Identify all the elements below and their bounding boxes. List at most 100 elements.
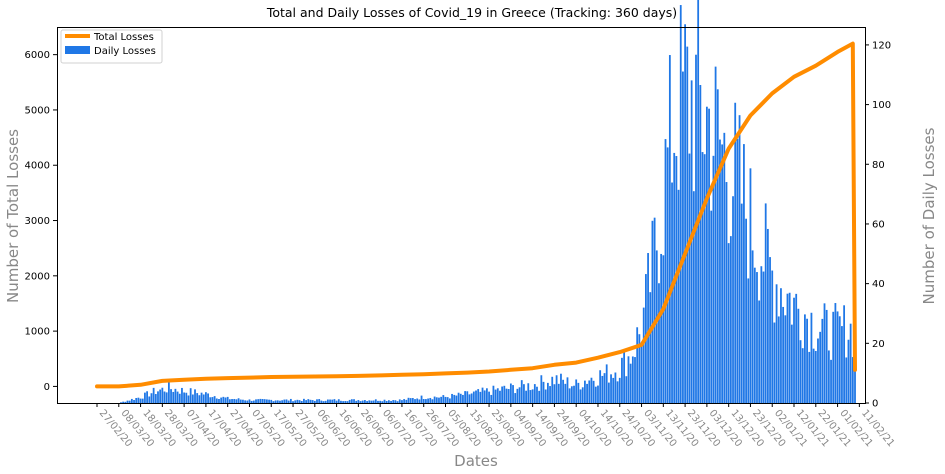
daily-bar (148, 396, 151, 403)
daily-bar (808, 351, 811, 403)
daily-bar (331, 399, 334, 403)
daily-bar (340, 400, 342, 403)
right-y-tick-label: 20 (872, 339, 885, 350)
daily-bar (653, 217, 656, 403)
daily-bar (668, 55, 671, 403)
daily-bar (276, 400, 279, 403)
daily-bar (477, 389, 480, 403)
daily-bar (318, 399, 321, 403)
daily-bar (806, 318, 808, 403)
daily-bar (514, 393, 517, 403)
daily-bar (764, 203, 767, 403)
daily-bar (777, 316, 780, 403)
daily-bar (760, 266, 763, 403)
daily-bar (154, 394, 157, 403)
daily-bar (390, 400, 392, 403)
daily-bar (588, 380, 591, 403)
daily-bar (584, 380, 586, 403)
daily-bar (370, 400, 373, 403)
daily-bar (819, 331, 822, 403)
daily-bar (564, 383, 567, 403)
daily-bar (481, 387, 484, 403)
daily-bar (849, 323, 852, 403)
daily-bar (244, 400, 247, 403)
daily-bar (202, 394, 205, 403)
daily-bar (810, 312, 813, 403)
daily-bar (220, 397, 223, 403)
daily-bar (185, 392, 188, 403)
daily-bar (215, 398, 218, 403)
daily-bar (300, 401, 303, 403)
daily-bar (705, 106, 708, 404)
daily-bar (512, 385, 514, 403)
daily-bar (832, 311, 835, 403)
left-y-tick-label: 6000 (25, 50, 50, 61)
daily-bar (364, 400, 366, 403)
daily-bar (520, 380, 523, 403)
daily-bar (281, 400, 284, 403)
daily-bar (590, 377, 593, 403)
daily-bar (303, 398, 305, 403)
daily-bar (699, 85, 702, 403)
daily-bar (316, 399, 318, 403)
daily-bar (507, 389, 510, 403)
daily-bar (797, 308, 800, 403)
daily-bar (629, 363, 632, 403)
daily-bar (738, 115, 741, 404)
daily-bar (294, 400, 297, 403)
daily-bar (712, 155, 715, 403)
daily-bar (749, 168, 752, 403)
daily-bar (374, 399, 377, 403)
daily-bar (542, 381, 545, 403)
daily-bar (496, 388, 499, 403)
daily-bar (124, 401, 127, 403)
daily-bar (263, 399, 266, 403)
daily-bar (610, 374, 612, 403)
daily-bar (257, 399, 260, 403)
daily-bar (525, 390, 527, 403)
daily-bar (677, 189, 680, 403)
daily-bar (795, 293, 798, 403)
daily-bar (788, 292, 791, 403)
daily-bar (444, 396, 447, 403)
daily-bar (577, 382, 580, 403)
daily-bar (799, 340, 802, 403)
daily-bar (801, 348, 804, 403)
daily-bar (847, 339, 850, 403)
daily-bar (834, 303, 837, 403)
plot-area (57, 0, 866, 404)
daily-bar (187, 395, 190, 403)
daily-bar (178, 393, 181, 403)
daily-losses-bars (120, 0, 856, 404)
daily-bar (359, 401, 362, 403)
daily-bar (472, 391, 475, 403)
daily-bar (268, 399, 270, 403)
total-losses-line (95, 41, 857, 389)
daily-bar (479, 391, 482, 403)
daily-bar (205, 392, 207, 403)
daily-bar (743, 144, 745, 403)
daily-bar (326, 399, 329, 403)
left-y-tick-label: 3000 (25, 216, 50, 227)
daily-bar (292, 401, 294, 403)
daily-bar (401, 400, 403, 403)
daily-bar (368, 400, 371, 403)
daily-bar (305, 400, 307, 403)
daily-bar (196, 393, 199, 403)
daily-bar (191, 394, 194, 403)
daily-bar (298, 400, 301, 403)
daily-bar (836, 311, 839, 403)
daily-bar (658, 283, 660, 403)
daily-bar (398, 399, 401, 403)
daily-bar (435, 397, 438, 403)
daily-bar (126, 400, 129, 403)
daily-bar (411, 398, 414, 403)
daily-bar (568, 388, 571, 403)
left-y-tick-label: 1000 (25, 327, 50, 338)
daily-bar (174, 388, 177, 403)
daily-bar (518, 387, 521, 403)
daily-bar (246, 400, 249, 403)
daily-bar (141, 398, 144, 403)
daily-bar (594, 386, 597, 403)
